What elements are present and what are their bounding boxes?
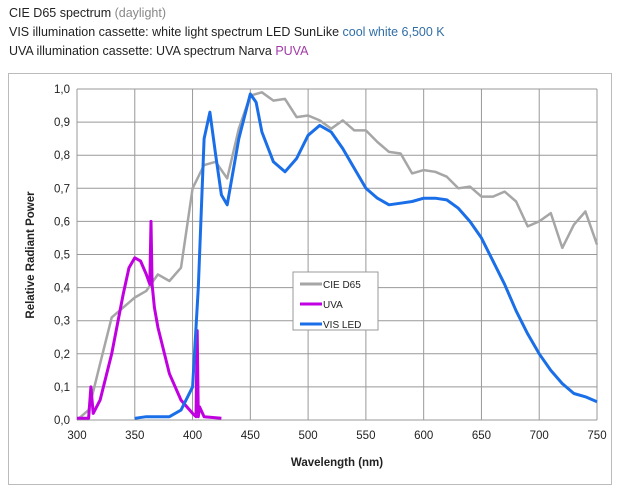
x-tick-label: 600: [414, 430, 433, 442]
x-axis-label: Wavelength (nm): [291, 457, 383, 469]
legend: CIE D65 UVA VIS LED: [292, 271, 379, 331]
header-line-d65: CIE D65 spectrum (daylight): [9, 4, 166, 22]
header-line-vis: VIS illumination cassette: white light s…: [9, 23, 445, 41]
x-tick-label: 550: [356, 430, 375, 442]
y-tick-label: 0,0: [54, 415, 70, 427]
x-tick-label: 400: [183, 430, 202, 442]
y-tick-label: 0,3: [54, 316, 70, 328]
series-line-cie-d65: [76, 91, 599, 421]
legend-label: VIS LED: [323, 320, 361, 331]
y-tick-label: 0,8: [54, 150, 70, 162]
header-text: UVA illumination cassette: UVA spectrum …: [9, 44, 276, 58]
y-tick-label: 0,7: [54, 183, 70, 195]
header-note: PUVA: [275, 44, 309, 58]
y-tick-label: 0,6: [54, 216, 70, 228]
x-tick-label: 350: [125, 430, 144, 442]
x-tick-label: 450: [241, 430, 260, 442]
y-tick-label: 0,2: [54, 349, 70, 361]
header-note: cool white 6,500 K: [342, 25, 445, 39]
x-tick-label: 650: [472, 430, 491, 442]
x-tick-label: 750: [587, 430, 606, 442]
x-tick-label: 500: [299, 430, 318, 442]
header-text: CIE D65 spectrum: [9, 6, 115, 20]
header-note: (daylight): [114, 6, 167, 20]
x-tick-label: 700: [530, 430, 549, 442]
y-tick-label: 0,9: [54, 117, 70, 129]
header-text: VIS illumination cassette: white light s…: [9, 25, 343, 39]
y-tick-label: 0,1: [54, 382, 70, 394]
legend-box: [292, 271, 379, 331]
y-axis-label: Relative Radiant Power: [25, 191, 37, 319]
x-tick-label: 300: [67, 430, 86, 442]
series-line-vis-led: [134, 92, 598, 420]
chart-frame: [8, 73, 612, 485]
header-line-uva: UVA illumination cassette: UVA spectrum …: [9, 42, 308, 60]
legend-label: CIE D65: [323, 280, 361, 291]
y-tick-label: 1,0: [54, 84, 70, 96]
legend-label: UVA: [323, 300, 343, 311]
y-tick-label: 0,4: [54, 283, 71, 295]
y-tick-label: 0,5: [54, 250, 70, 262]
